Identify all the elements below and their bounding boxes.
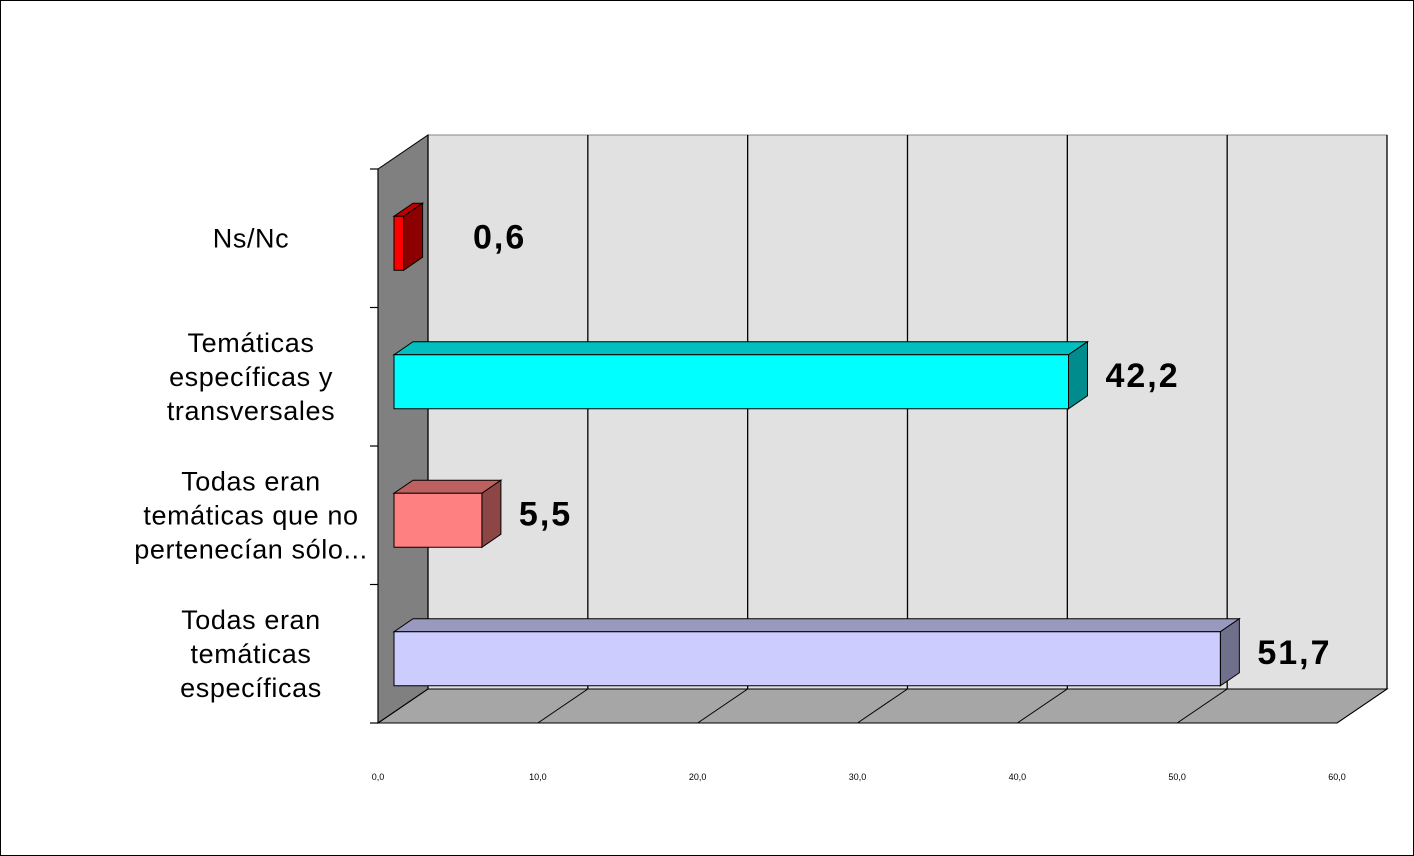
floor-gridline <box>377 688 429 724</box>
category-label-line: específicas <box>180 673 322 703</box>
floor-gridline <box>697 688 748 724</box>
bar-front <box>393 492 483 548</box>
bar <box>392 340 1090 410</box>
data-label: 0,6 <box>473 218 526 256</box>
category-label-line: Temáticas <box>188 328 315 358</box>
bar <box>392 617 1241 687</box>
floor-gridline <box>1336 688 1388 724</box>
category-label: Todas eran temáticas específicas <box>180 605 322 703</box>
bar-top <box>392 341 1090 356</box>
category-axis <box>370 168 379 724</box>
floor-gridline <box>857 688 908 724</box>
data-label: 5,5 <box>519 495 572 533</box>
bar-front <box>393 215 405 271</box>
bar <box>392 202 425 272</box>
category-label-line: temáticas que no <box>143 500 358 530</box>
data-labels: 51,7 5,5 42,2 0,6 <box>473 218 1331 672</box>
category-label-line: específicas y <box>169 362 333 392</box>
bars <box>392 202 1241 687</box>
tick-label: 40,0 <box>1009 772 1027 782</box>
chart-floor <box>376 688 1389 724</box>
bar-top <box>392 618 1241 633</box>
category-label-line: Todas eran <box>181 605 321 635</box>
bar <box>392 479 503 549</box>
floor-gridline <box>537 688 589 724</box>
bar-front <box>393 354 1069 410</box>
tick-label: 0,0 <box>372 772 385 782</box>
category-label: Temáticas específicas y transversales <box>167 328 335 426</box>
tick-label: 60,0 <box>1328 772 1346 782</box>
category-label-line: pertenecían sólo... <box>134 534 368 564</box>
data-label: 51,7 <box>1257 634 1331 672</box>
data-label: 42,2 <box>1105 357 1179 395</box>
gridlines <box>427 135 1388 689</box>
category-label-line: Ns/Nc <box>213 223 290 253</box>
tick-label: 50,0 <box>1168 772 1186 782</box>
tick-label: 20,0 <box>689 772 707 782</box>
tick-label: 30,0 <box>849 772 867 782</box>
floor-gridline <box>1017 688 1068 724</box>
bar-front <box>393 631 1221 687</box>
tick-label: 10,0 <box>529 772 547 782</box>
category-label: Todas eran temáticas que no pertenecían só… <box>134 466 368 564</box>
category-label-line: temáticas <box>191 639 312 669</box>
category-label-line: transversales <box>167 396 335 426</box>
category-label: Ns/Nc <box>213 223 290 253</box>
tick-labels: 0,0 10,0 20,0 30,0 40,0 50,0 60,0 <box>372 772 1346 782</box>
floor-gridline <box>1176 688 1228 724</box>
category-label-line: Todas eran <box>181 466 321 496</box>
